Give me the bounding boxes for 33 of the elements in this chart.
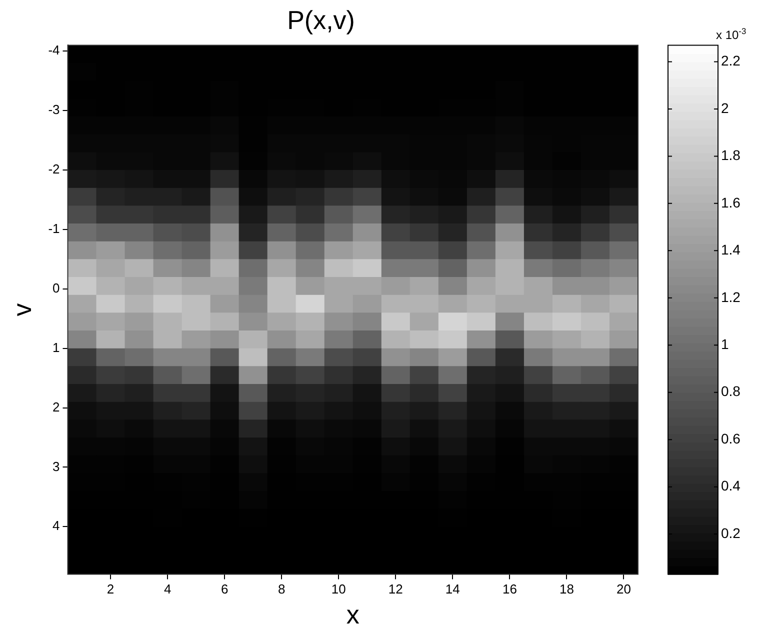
x-tick-label: 4 [164,582,172,597]
x-tick-label: 8 [278,582,286,597]
x-tick-label: 10 [331,582,346,597]
y-tick-label: 2 [52,399,60,414]
color-bar-label: 1 [721,336,729,352]
x-tick-label: 18 [559,582,574,597]
y-axis-title: v [6,303,37,316]
color-bar-label: 0.6 [721,430,741,446]
x-tick-label: 20 [616,582,631,597]
y-tick-label: 4 [52,518,60,534]
y-tick-label: 3 [52,458,60,474]
y-tick-label: -3 [48,102,60,118]
y-tick-label: -4 [48,42,60,58]
y-tick-label: 0 [52,280,60,296]
chart-title: P(x,v) [287,4,355,35]
color-bar-label: 2 [721,100,729,116]
x-tick-label: 14 [445,582,460,597]
x-tick-label: 16 [502,582,517,597]
color-bar-label: 1.2 [721,288,741,305]
color-bar-label: 1.8 [721,147,741,164]
color-bar-label: 1.6 [721,194,741,210]
x-tick-label: 2 [106,582,114,597]
x-axis-title: x [346,600,360,630]
y-tick-label: -2 [48,162,60,177]
color-bar-label: 2.2 [721,52,741,69]
y-tick-label: -1 [48,221,60,236]
color-bar-label: 0.8 [721,383,741,400]
x-tick-label: 6 [220,582,228,597]
y-tick-label: 1 [52,340,60,355]
color-bar-label: 0.4 [721,478,741,494]
color-bar-label: 1.4 [721,242,741,258]
color-bar-label: 0.2 [721,524,741,541]
x-tick-label: 12 [388,582,403,597]
